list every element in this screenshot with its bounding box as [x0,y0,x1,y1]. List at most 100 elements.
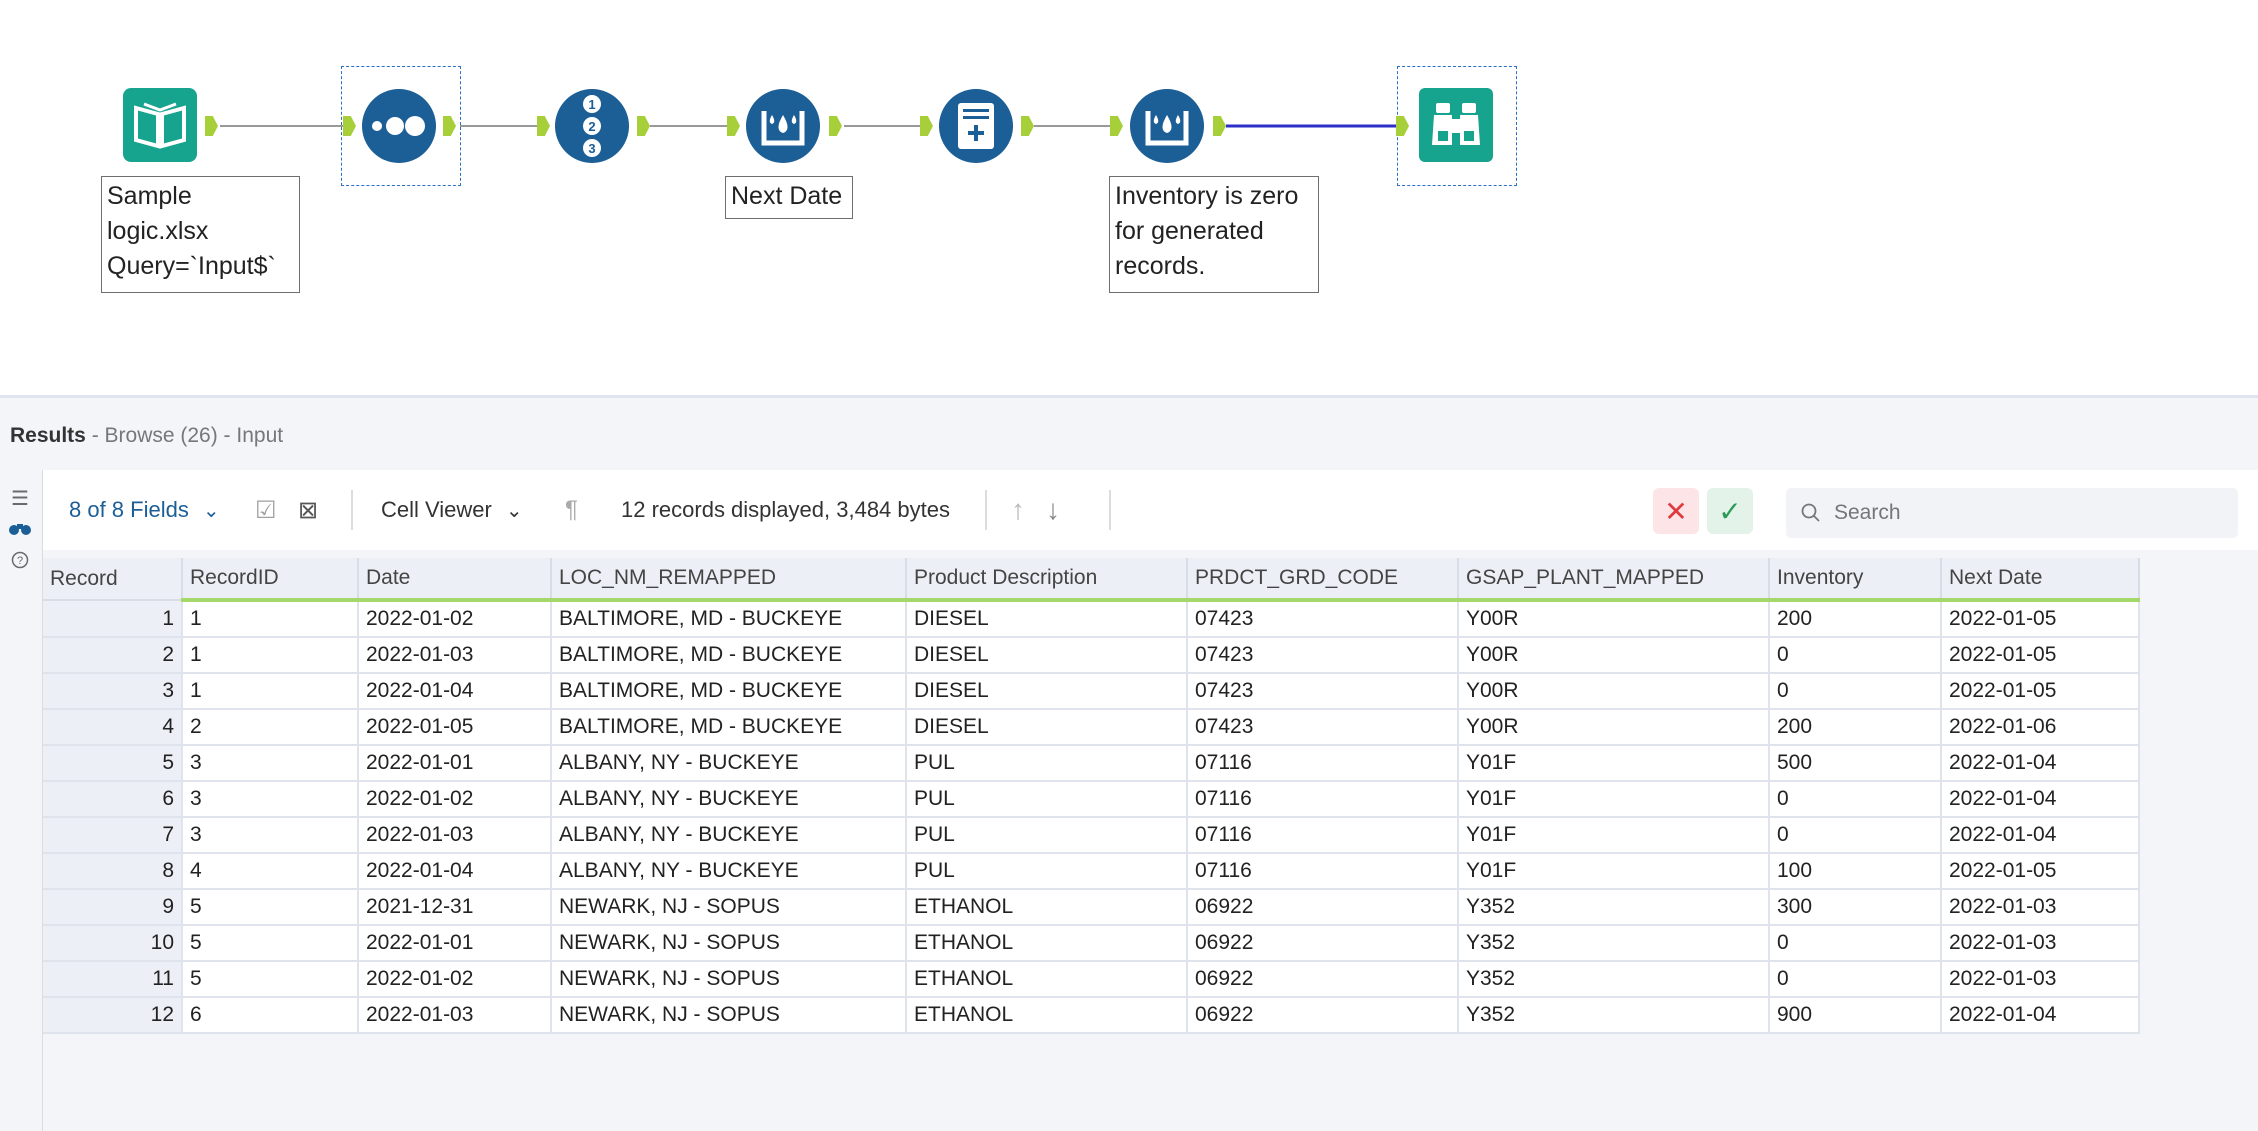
table-cell[interactable]: 07423 [1187,673,1459,710]
multi-row-formula-tool[interactable] [939,89,1013,163]
table-row[interactable]: 8 4 2022-01-04 ALBANY, NY - BUCKEYE PUL 07116… [43,853,2140,890]
input-anchor[interactable] [1110,116,1123,136]
fields-dropdown[interactable]: 8 of 8 Fields ⌄ [69,470,220,550]
column-header[interactable]: PRDCT_GRD_CODE [1187,558,1459,602]
table-cell[interactable]: 3 [182,745,359,782]
table-cell[interactable]: 0 [1769,673,1942,710]
record-number-cell[interactable]: 12 [43,997,183,1034]
table-cell[interactable]: 0 [1769,925,1942,962]
table-cell[interactable]: 2022-01-02 [358,600,552,638]
table-cell[interactable]: 500 [1769,745,1942,782]
column-header[interactable]: LOC_NM_REMAPPED [551,558,907,602]
workflow-canvas[interactable]: 1 2 3 [0,0,2258,395]
table-cell[interactable]: ETHANOL [906,925,1188,962]
table-cell[interactable]: 2022-01-03 [1941,889,2140,926]
table-cell[interactable]: Y00R [1458,709,1770,746]
table-cell[interactable]: DIESEL [906,709,1188,746]
table-cell[interactable]: ETHANOL [906,997,1188,1034]
input-anchor[interactable] [920,116,933,136]
table-cell[interactable]: 4 [182,853,359,890]
table-cell[interactable]: 06922 [1187,997,1459,1034]
input-anchor[interactable] [1396,116,1409,136]
table-row[interactable]: 7 3 2022-01-03 ALBANY, NY - BUCKEYE PUL 07116… [43,817,2140,854]
table-cell[interactable]: 5 [182,925,359,962]
table-cell[interactable]: 07116 [1187,745,1459,782]
table-cell[interactable]: Y01F [1458,745,1770,782]
table-cell[interactable]: ETHANOL [906,889,1188,926]
table-row[interactable]: 10 5 2022-01-01 NEWARK, NJ - SOPUS ETHANOL 06… [43,925,2140,962]
table-cell[interactable]: 06922 [1187,889,1459,926]
input-anchor[interactable] [343,116,356,136]
browse-tool[interactable] [1419,88,1493,162]
table-row[interactable]: 11 5 2022-01-02 NEWARK, NJ - SOPUS ETHANOL 06… [43,961,2140,998]
record-number-cell[interactable]: 2 [43,637,183,674]
table-row[interactable]: 12 6 2022-01-03 NEWARK, NJ - SOPUS ETHANOL 06… [43,997,2140,1034]
column-header[interactable]: RecordID [182,558,359,602]
table-cell[interactable]: Y00R [1458,673,1770,710]
table-cell[interactable]: 2022-01-01 [358,745,552,782]
table-cell[interactable]: 0 [1769,781,1942,818]
table-cell[interactable]: 2022-01-03 [358,637,552,674]
table-cell[interactable]: 1 [182,637,359,674]
table-cell[interactable]: ALBANY, NY - BUCKEYE [551,781,907,818]
output-anchor[interactable] [1213,116,1226,136]
column-header[interactable]: GSAP_PLANT_MAPPED [1458,558,1770,602]
output-anchor[interactable] [829,116,842,136]
table-cell[interactable]: NEWARK, NJ - SOPUS [551,925,907,962]
table-row[interactable]: 9 5 2021-12-31 NEWARK, NJ - SOPUS ETHANOL 069… [43,889,2140,926]
table-cell[interactable]: 07423 [1187,637,1459,674]
table-cell[interactable]: 07423 [1187,709,1459,746]
record-number-cell[interactable]: 11 [43,961,183,998]
output-anchor[interactable] [637,116,650,136]
table-cell[interactable]: 2022-01-03 [358,997,552,1034]
search-box[interactable] [1786,488,2238,538]
cell-viewer-dropdown[interactable]: Cell Viewer ⌄ [381,470,523,550]
output-anchor[interactable] [205,116,218,136]
column-header[interactable]: Date [358,558,552,602]
arrow-down-icon[interactable]: ↓ [1046,494,1060,525]
generate-rows-tool[interactable] [362,89,436,163]
column-header[interactable]: Product Description [906,558,1188,602]
table-cell[interactable]: 06922 [1187,961,1459,998]
table-cell[interactable]: 2022-01-04 [358,853,552,890]
table-cell[interactable]: 2022-01-02 [358,961,552,998]
column-header[interactable]: Inventory [1769,558,1942,602]
discard-button[interactable]: ✕ [1653,488,1699,534]
table-cell[interactable]: Y01F [1458,853,1770,890]
table-cell[interactable]: 5 [182,889,359,926]
table-cell[interactable]: 2022-01-06 [1941,709,2140,746]
table-cell[interactable]: BALTIMORE, MD - BUCKEYE [551,600,907,638]
table-row[interactable]: 5 3 2022-01-01 ALBANY, NY - BUCKEYE PUL 07116… [43,745,2140,782]
table-cell[interactable]: 07116 [1187,817,1459,854]
table-cell[interactable]: 07116 [1187,853,1459,890]
table-cell[interactable]: Y352 [1458,925,1770,962]
table-cell[interactable]: 2022-01-05 [1941,600,2140,638]
table-cell[interactable]: 07423 [1187,600,1459,638]
table-cell[interactable]: 2022-01-01 [358,925,552,962]
table-cell[interactable]: Y00R [1458,600,1770,638]
table-cell[interactable]: BALTIMORE, MD - BUCKEYE [551,673,907,710]
arrow-up-icon[interactable]: ↑ [1011,494,1025,525]
table-cell[interactable]: 2022-01-04 [1941,781,2140,818]
table-cell[interactable]: DIESEL [906,637,1188,674]
table-cell[interactable]: 5 [182,961,359,998]
table-cell[interactable]: NEWARK, NJ - SOPUS [551,997,907,1034]
table-cell[interactable]: 2022-01-05 [1941,853,2140,890]
table-row[interactable]: 2 1 2022-01-03 BALTIMORE, MD - BUCKEYE DIESE… [43,637,2140,674]
table-cell[interactable]: DIESEL [906,673,1188,710]
table-cell[interactable]: 2022-01-05 [1941,673,2140,710]
table-row[interactable]: 4 2 2022-01-05 BALTIMORE, MD - BUCKEYE DIESE… [43,709,2140,746]
table-cell[interactable]: ALBANY, NY - BUCKEYE [551,817,907,854]
record-number-cell[interactable]: 5 [43,745,183,782]
table-cell[interactable]: 200 [1769,600,1942,638]
table-cell[interactable]: 2022-01-02 [358,781,552,818]
formula-tool-1[interactable] [746,89,820,163]
table-cell[interactable]: 100 [1769,853,1942,890]
table-cell[interactable]: ALBANY, NY - BUCKEYE [551,853,907,890]
record-number-cell[interactable]: 1 [43,600,183,638]
table-cell[interactable]: Y352 [1458,997,1770,1034]
record-number-cell[interactable]: 9 [43,889,183,926]
table-cell[interactable]: DIESEL [906,600,1188,638]
record-id-tool[interactable]: 1 2 3 [555,89,629,163]
table-cell[interactable]: 06922 [1187,925,1459,962]
